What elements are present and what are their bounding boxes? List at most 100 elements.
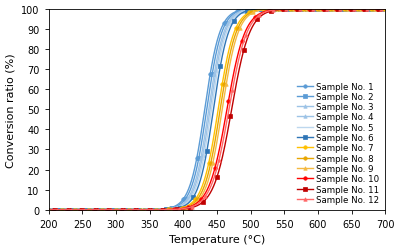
Sample No. 1 [46,208,51,212]
Sample No. 12 [46,208,51,212]
Line: Sample No. 10: Sample No. 10 [47,8,387,212]
Sample No. 11 [383,8,388,11]
Sample No. 10 [201,195,206,198]
Sample No. 8 [210,155,215,158]
Sample No. 4 [201,151,206,154]
Sample No. 5 [46,208,51,212]
Sample No. 2 [201,131,206,134]
Sample No. 5 [373,8,378,11]
Sample No. 6 [201,168,206,171]
Sample No. 10 [46,208,51,212]
Sample No. 9 [311,8,316,11]
Sample No. 9 [383,8,388,11]
Sample No. 8 [383,8,388,11]
Y-axis label: Conversion ratio (%): Conversion ratio (%) [6,53,16,167]
Sample No. 9 [210,164,215,168]
Sample No. 1 [311,8,316,11]
Sample No. 7 [373,8,378,11]
Sample No. 10 [311,8,316,11]
Sample No. 12 [63,208,68,212]
Line: Sample No. 12: Sample No. 12 [47,8,387,212]
Sample No. 10 [210,176,215,179]
Sample No. 8 [373,8,378,11]
Sample No. 2 [210,73,215,76]
Sample No. 2 [311,8,316,11]
Sample No. 4 [373,8,378,11]
Sample No. 9 [63,208,68,212]
Sample No. 6 [311,8,316,11]
Sample No. 1 [373,8,378,11]
Line: Sample No. 8: Sample No. 8 [47,8,387,212]
Sample No. 9 [201,192,206,195]
Sample No. 1 [210,62,215,65]
Sample No. 7 [201,182,206,185]
Line: Sample No. 1: Sample No. 1 [47,8,387,212]
Sample No. 6 [373,8,378,11]
Sample No. 4 [383,8,388,11]
Sample No. 2 [46,208,51,212]
Sample No. 11 [63,208,68,212]
Sample No. 4 [46,208,51,212]
Sample No. 2 [373,8,378,11]
Sample No. 2 [373,8,378,11]
Sample No. 5 [63,208,68,212]
X-axis label: Temperature (°C): Temperature (°C) [169,234,265,244]
Sample No. 12 [373,8,378,11]
Sample No. 8 [46,208,51,212]
Sample No. 11 [311,8,316,11]
Sample No. 2 [63,208,68,212]
Sample No. 12 [311,8,316,11]
Sample No. 8 [63,208,68,212]
Sample No. 5 [210,103,215,106]
Sample No. 3 [63,208,68,212]
Sample No. 11 [210,188,215,191]
Sample No. 4 [373,8,378,11]
Sample No. 2 [383,8,388,11]
Sample No. 3 [201,144,206,146]
Sample No. 4 [63,208,68,212]
Sample No. 11 [201,200,206,203]
Sample No. 3 [383,8,388,11]
Sample No. 9 [46,208,51,212]
Sample No. 6 [383,8,388,11]
Line: Sample No. 7: Sample No. 7 [47,8,387,212]
Sample No. 1 [201,118,206,121]
Sample No. 8 [201,187,206,190]
Sample No. 12 [373,8,378,11]
Sample No. 3 [373,8,378,11]
Sample No. 4 [210,94,215,97]
Sample No. 12 [383,8,388,11]
Sample No. 4 [311,8,316,11]
Sample No. 10 [63,208,68,212]
Sample No. 6 [46,208,51,212]
Sample No. 5 [201,158,206,161]
Line: Sample No. 2: Sample No. 2 [47,8,387,212]
Line: Sample No. 11: Sample No. 11 [47,8,387,212]
Sample No. 6 [63,208,68,212]
Sample No. 7 [210,144,215,148]
Sample No. 10 [373,8,378,11]
Sample No. 12 [210,182,215,185]
Sample No. 9 [373,8,378,11]
Line: Sample No. 5: Sample No. 5 [48,10,385,210]
Sample No. 6 [373,8,378,11]
Sample No. 1 [63,208,68,212]
Sample No. 11 [373,8,378,11]
Line: Sample No. 9: Sample No. 9 [47,8,387,212]
Sample No. 3 [46,208,51,212]
Line: Sample No. 4: Sample No. 4 [47,8,387,212]
Sample No. 10 [373,8,378,11]
Legend: Sample No. 1, Sample No. 2, Sample No. 3, Sample No. 4, Sample No. 5, Sample No.: Sample No. 1, Sample No. 2, Sample No. 3… [295,80,381,206]
Sample No. 5 [311,8,316,11]
Sample No. 11 [46,208,51,212]
Sample No. 1 [383,8,388,11]
Sample No. 1 [373,8,378,11]
Sample No. 5 [383,8,388,11]
Sample No. 12 [201,198,206,201]
Sample No. 7 [63,208,68,212]
Sample No. 7 [46,208,51,212]
Sample No. 6 [210,117,215,120]
Sample No. 10 [383,8,388,11]
Sample No. 8 [373,8,378,11]
Sample No. 5 [373,8,378,11]
